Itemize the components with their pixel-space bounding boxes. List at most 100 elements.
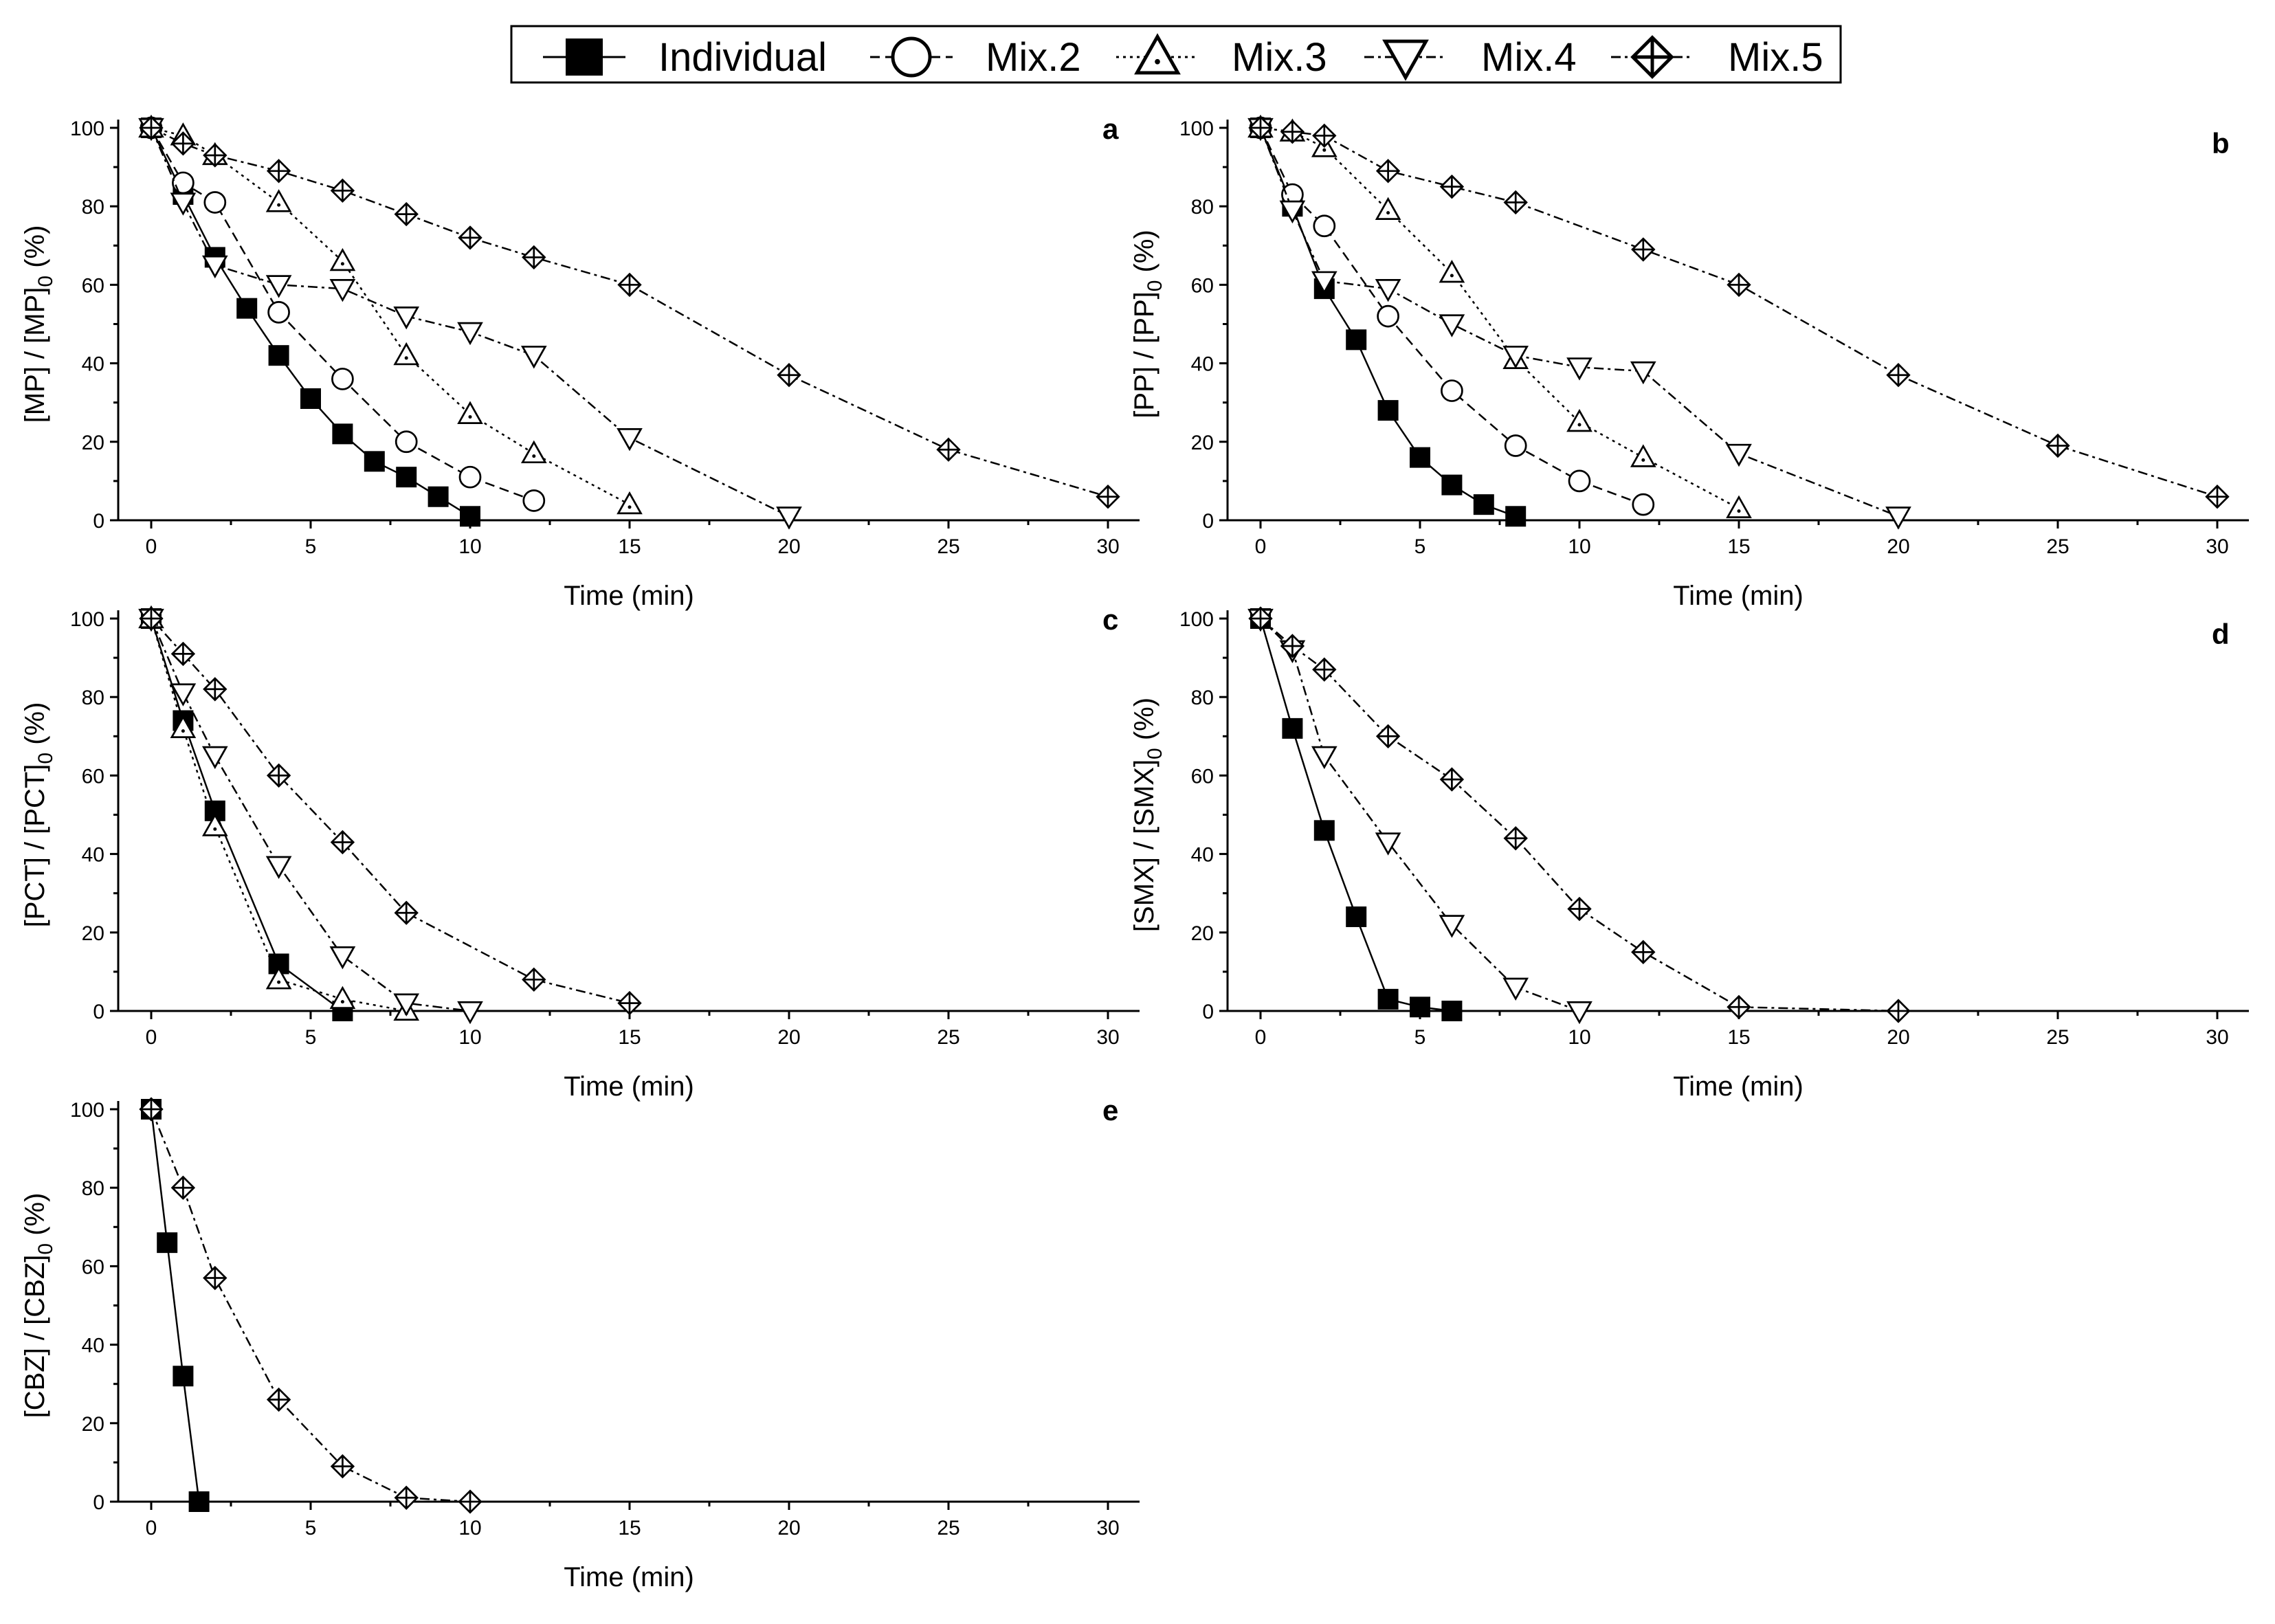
data-point <box>1502 346 1529 369</box>
legend-marker <box>1134 33 1181 75</box>
data-point <box>1311 746 1338 770</box>
x-tick-label: 5 <box>305 535 317 558</box>
x-tick-label: 30 <box>1096 535 1119 558</box>
data-point <box>1567 896 1592 922</box>
data-point <box>332 423 353 445</box>
legend-item-mix2: Mix.2 <box>870 35 1081 80</box>
data-point <box>329 986 356 1009</box>
legend-label: Individual <box>658 35 827 80</box>
series-mix5 <box>139 606 642 1016</box>
y-tick-label: 40 <box>1191 844 1214 867</box>
data-point <box>1280 634 1305 658</box>
data-point <box>936 437 961 462</box>
x-axis-title: Time (min) <box>1673 1071 1804 1102</box>
data-point <box>617 990 642 1016</box>
data-point <box>139 606 164 631</box>
data-point <box>2045 433 2070 458</box>
data-point <box>266 763 291 788</box>
y-axis-title: [CBZ] / [CBZ]0 (%) <box>20 1193 57 1419</box>
x-tick-label: 5 <box>1414 1026 1426 1049</box>
y-tick-label: 100 <box>70 608 104 631</box>
x-tick-label: 20 <box>777 535 800 558</box>
data-point <box>265 966 292 990</box>
data-point <box>172 171 195 194</box>
data-point <box>520 440 547 464</box>
data-point <box>457 322 483 346</box>
legend-marker <box>1630 35 1674 79</box>
data-point <box>458 225 482 250</box>
data-point <box>330 1454 355 1479</box>
data-point <box>1312 123 1337 148</box>
data-point <box>458 1489 482 1514</box>
data-point <box>236 298 258 319</box>
data-point <box>1631 237 1656 262</box>
data-point <box>1566 357 1592 381</box>
y-tick-label: 40 <box>1191 353 1214 376</box>
y-tick-label: 80 <box>1191 196 1214 219</box>
y-tick-label: 20 <box>82 922 104 945</box>
series-mix2 <box>140 116 546 512</box>
data-point <box>1346 329 1367 351</box>
series-line <box>150 127 790 518</box>
legend-item-mix4: Mix.4 <box>1364 35 1577 81</box>
data-point <box>1377 400 1399 421</box>
data-point <box>1632 493 1655 516</box>
series-line <box>150 618 344 1012</box>
panel-d: 0 5 10 15 20 25 30 0 20 40 60 80 100 Time (min) [SMX] … <box>1129 606 2249 1102</box>
data-point <box>300 388 321 409</box>
data-point <box>1566 1001 1592 1025</box>
x-tick-label: 25 <box>937 1517 959 1539</box>
x-tick-label: 20 <box>777 1026 800 1049</box>
y-tick-label: 0 <box>1202 1001 1214 1023</box>
panel-b: 0 5 10 15 20 25 30 0 20 40 60 80 100 Time (min) [PP] /… <box>1129 114 2249 611</box>
data-point <box>1566 408 1592 432</box>
y-tick-label: 80 <box>82 687 104 709</box>
x-axis-title: Time (min) <box>564 581 694 611</box>
y-tick-label: 80 <box>82 1177 104 1200</box>
y-tick-label: 20 <box>82 1413 104 1436</box>
legend-marker <box>891 36 932 78</box>
data-point <box>1311 271 1338 294</box>
data-point <box>1282 718 1303 739</box>
x-tick-label: 25 <box>937 1026 959 1049</box>
data-point <box>1248 115 1273 140</box>
data-point <box>395 430 418 454</box>
data-point <box>1096 485 1120 509</box>
data-point <box>157 1232 178 1254</box>
data-point <box>170 1175 196 1200</box>
x-tick-label: 5 <box>305 1517 317 1539</box>
legend: Individual Mix.2 Mix.3 Mix.4 Mix.5 <box>510 25 1842 84</box>
panel-letter: a <box>1102 113 1119 145</box>
data-point <box>329 247 356 271</box>
data-point <box>266 159 291 183</box>
legend-item-mix5: Mix.5 <box>1611 35 1823 80</box>
x-tick-label: 30 <box>2206 535 2228 558</box>
data-point <box>201 255 228 279</box>
y-tick-label: 100 <box>70 1099 104 1122</box>
legend-item-mix3: Mix.3 <box>1116 33 1327 80</box>
y-tick-label: 0 <box>93 1491 104 1514</box>
data-point <box>617 272 642 298</box>
y-tick-label: 0 <box>93 1001 104 1023</box>
x-tick-label: 10 <box>458 1026 481 1049</box>
data-point <box>1503 826 1528 851</box>
x-tick-label: 20 <box>1887 1026 1909 1049</box>
data-point <box>203 143 228 168</box>
panel-letter: b <box>2212 127 2230 159</box>
data-point <box>393 306 420 330</box>
x-tick-label: 0 <box>146 535 157 558</box>
series-line <box>150 618 407 1012</box>
x-tick-label: 20 <box>777 1517 800 1539</box>
x-tick-label: 0 <box>146 1517 157 1539</box>
data-point <box>170 131 196 156</box>
series-individual <box>141 1099 210 1512</box>
series-line <box>1260 126 1740 509</box>
data-point <box>203 191 227 214</box>
panel-c: 0 5 10 15 20 25 30 0 20 40 60 80 100 Time (min) [PCT] … <box>20 603 1140 1102</box>
data-point <box>265 275 292 298</box>
y-axis-title: [PP] / [PP]0 (%) <box>1129 230 1166 419</box>
data-point <box>457 401 483 424</box>
data-point <box>1726 495 1752 518</box>
x-tick-label: 0 <box>1255 535 1267 558</box>
